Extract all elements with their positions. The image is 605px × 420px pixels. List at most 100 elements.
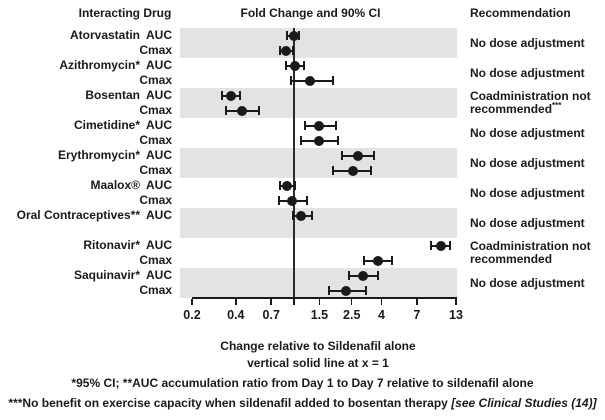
drug-label: Azithromycin* <box>59 58 140 72</box>
recommendation-text: Coadministration not recommended <box>470 238 602 268</box>
confidence-interval-cap-high <box>294 181 297 190</box>
parameter-label: AUC <box>146 268 172 282</box>
recommendation-text: Coadministration not recommended*** <box>470 88 602 118</box>
recommendation-line: Coadministration not <box>470 89 591 103</box>
confidence-interval-cap-low <box>220 91 223 100</box>
confidence-interval-cap-low <box>299 136 302 145</box>
group-shading-band <box>180 28 457 58</box>
recommendation-footnote-marker: *** <box>552 101 562 110</box>
point-estimate-marker <box>305 75 316 86</box>
confidence-interval-cap-high <box>239 91 242 100</box>
confidence-interval-cap-low <box>348 271 351 280</box>
confidence-interval-cap-low <box>341 151 344 160</box>
recommendation-text: No dose adjustment <box>470 178 602 208</box>
chart-title: Fold Change and 90% CI <box>240 6 381 20</box>
parameter-label: Cmax <box>139 163 172 177</box>
parameter-label: AUC <box>146 88 172 102</box>
recommendation-text: No dose adjustment <box>470 148 602 178</box>
x-axis-tick-label: 1.5 <box>310 308 329 322</box>
point-estimate-marker <box>286 195 297 206</box>
confidence-interval-cap-high <box>331 76 334 85</box>
point-estimate-marker <box>314 120 325 131</box>
x-axis-tick <box>318 299 321 305</box>
parameter-label: Cmax <box>139 253 172 267</box>
point-estimate-marker <box>280 45 291 56</box>
x-axis-line <box>192 297 457 299</box>
recommendation-text: No dose adjustment <box>470 118 602 148</box>
x-axis-tick-label: 2.5 <box>343 308 361 322</box>
confidence-interval-cap-high <box>390 256 393 265</box>
drug-label: Maalox® <box>90 178 140 192</box>
drug-label: Bosentan <box>85 88 140 102</box>
parameter-label: AUC <box>146 118 172 132</box>
confidence-interval-cap-low <box>291 211 294 220</box>
parameter-label: AUC <box>146 58 172 72</box>
confidence-interval-cap-high <box>372 151 375 160</box>
confidence-interval-cap-low <box>286 31 289 40</box>
footnote-2: ***No benefit on exercise capacity when … <box>0 396 605 410</box>
point-estimate-marker <box>347 165 358 176</box>
drug-label: Cimetidine* <box>73 118 140 132</box>
confidence-interval-cap-low <box>277 196 280 205</box>
confidence-interval-cap-high <box>291 46 294 55</box>
parameter-label: Cmax <box>139 43 172 57</box>
footnote-2-text: ***No benefit on exercise capacity when … <box>8 396 452 410</box>
recommendation-text: No dose adjustment <box>470 28 602 58</box>
confidence-interval-cap-low <box>331 166 334 175</box>
x-axis-tick-label: 7 <box>413 308 421 322</box>
confidence-interval-cap-low <box>289 76 292 85</box>
reference-line-note: vertical solid line at x = 1 <box>247 356 389 370</box>
confidence-interval-cap-low <box>224 106 227 115</box>
parameter-label: Cmax <box>139 73 172 87</box>
recommendation-line: recommended*** <box>470 101 562 116</box>
point-estimate-marker <box>282 180 293 191</box>
footnote-1: *95% CI; **AUC accumulation ratio from D… <box>71 376 534 390</box>
x-axis-tick <box>235 299 237 305</box>
point-estimate-marker <box>314 135 325 146</box>
x-axis-label: Change relative to Sildenafil alone <box>220 339 416 353</box>
x-axis-tick <box>455 299 457 305</box>
point-estimate-marker <box>341 285 352 296</box>
group-shading-band <box>180 148 457 178</box>
point-estimate-marker <box>225 90 236 101</box>
parameter-label: AUC <box>146 28 172 42</box>
confidence-interval-cap-high <box>377 271 380 280</box>
confidence-interval-cap-high <box>365 286 368 295</box>
confidence-interval-cap-low <box>278 181 281 190</box>
confidence-interval-cap-low <box>430 241 433 250</box>
point-estimate-marker <box>358 270 369 281</box>
parameter-label: AUC <box>146 148 172 162</box>
parameter-label: AUC <box>146 238 172 252</box>
parameter-label: AUC <box>146 178 172 192</box>
point-estimate-marker <box>352 150 363 161</box>
recommendation-line: No dose adjustment <box>470 215 585 230</box>
confidence-interval-cap-high <box>448 241 451 250</box>
x-axis-tick <box>350 299 353 305</box>
parameter-label: Cmax <box>139 133 172 147</box>
recommendation-line: recommended <box>470 252 553 266</box>
recommendation-line: No dose adjustment <box>470 65 585 80</box>
recommendation-line: No dose adjustment <box>470 275 585 290</box>
recommendation-line: No dose adjustment <box>470 125 585 140</box>
confidence-interval-cap-high <box>336 136 339 145</box>
point-estimate-marker <box>236 105 247 116</box>
recommendation-text: No dose adjustment <box>470 268 602 298</box>
point-estimate-marker <box>288 30 299 41</box>
x-axis-tick <box>191 299 193 305</box>
drug-label: Erythromycin* <box>57 148 140 162</box>
reference-line-x1 <box>293 28 295 298</box>
group-shading-band <box>180 268 457 298</box>
confidence-interval-cap-low <box>304 121 307 130</box>
confidence-interval-cap-low <box>363 256 366 265</box>
recommendation-line: No dose adjustment <box>470 35 585 50</box>
point-estimate-marker <box>435 240 446 251</box>
x-axis-tick-label: 0.7 <box>262 308 280 322</box>
recommendation-text: No dose adjustment <box>470 208 602 238</box>
parameter-label: Cmax <box>139 193 172 207</box>
confidence-interval-cap-low <box>328 286 331 295</box>
parameter-label: Cmax <box>139 283 172 297</box>
confidence-interval-cap-low <box>284 61 287 70</box>
x-axis-tick-label: 0.4 <box>227 308 245 322</box>
confidence-interval-cap-low <box>278 46 281 55</box>
